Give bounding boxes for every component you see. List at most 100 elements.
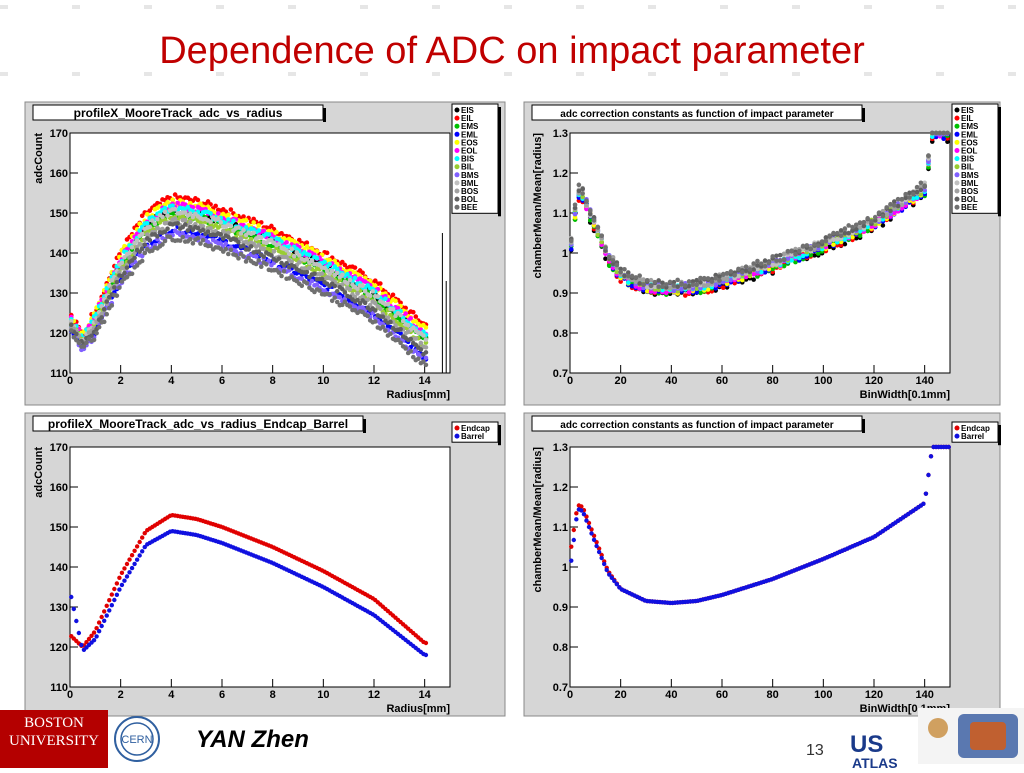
data-point-bee (781, 257, 787, 262)
x-tick-label: 40 (665, 375, 677, 387)
data-point-bos (271, 249, 277, 254)
data-point-bml (398, 312, 403, 318)
data-point-eil (258, 220, 264, 225)
data-point-bol (132, 255, 137, 261)
data-point-bol (580, 186, 585, 192)
data-point-bol (388, 319, 393, 325)
data-point-bee (869, 219, 874, 224)
data-point-bee (614, 262, 620, 268)
data-point-bee (766, 260, 772, 266)
data-point-eil (324, 250, 330, 256)
data-point-eos (188, 200, 193, 206)
y-axis-label: adcCount (33, 447, 45, 498)
x-tick-label: 14 (419, 375, 432, 387)
data-point-eos (243, 217, 249, 223)
data-point-eos (393, 298, 398, 304)
data-point-bee (223, 246, 229, 252)
data-point-barrel (589, 531, 594, 536)
data-point-bms (253, 254, 259, 259)
data-point-bos (641, 277, 646, 282)
data-point-endcap (112, 586, 117, 592)
data-point-bee (717, 278, 722, 283)
data-point-bos (378, 306, 383, 312)
data-point-bos (891, 206, 897, 211)
data-point-bee (899, 196, 905, 202)
y-tick-label: 160 (50, 482, 68, 494)
data-point-bee (857, 220, 863, 225)
data-point-bol (576, 188, 582, 194)
x-tick-label: 6 (219, 375, 225, 387)
data-point-bis (322, 259, 327, 265)
data-point-barrel (607, 572, 612, 577)
data-point-eos (644, 289, 650, 294)
data-point-bee (910, 191, 916, 197)
data-point-eos (766, 267, 772, 272)
data-point-bol (914, 189, 920, 195)
data-point-bee (423, 362, 429, 368)
data-point-ems (606, 263, 612, 269)
data-point-bee (610, 258, 616, 263)
data-point-bol (690, 279, 696, 284)
data-point-bol (372, 308, 378, 313)
data-point-bol (686, 283, 692, 289)
data-point-bil (614, 269, 620, 275)
data-point-bml (134, 238, 140, 243)
data-point-endcap (142, 531, 147, 536)
data-point-bos (200, 223, 206, 229)
legend-label: Endcap (961, 424, 990, 433)
data-point-eol (584, 206, 589, 212)
data-point-bee (876, 210, 882, 215)
data-point-bis (256, 228, 262, 233)
data-point-bml (215, 216, 221, 221)
data-point-bee (922, 183, 927, 188)
data-point-bee (846, 223, 851, 228)
data-point-barrel (569, 558, 574, 563)
legend-marker (454, 148, 460, 153)
x-axis-label: BinWidth[0.1mm] (860, 389, 951, 401)
data-point-bee (383, 328, 388, 333)
data-point-bol (68, 322, 74, 327)
data-point-bos (701, 283, 707, 288)
legend-marker (454, 131, 460, 137)
cern-logo-graphic: CERN (114, 716, 160, 762)
data-point-eos (423, 325, 429, 330)
legend-label: BML (961, 179, 978, 188)
chart-title: profileX_MooreTrack_adc_vs_radius (74, 106, 283, 120)
data-point-barrel (921, 501, 926, 507)
data-point-bee (853, 222, 859, 228)
x-axis-label: Radius[mm] (386, 703, 450, 715)
data-point-eos (226, 212, 231, 218)
data-point-eos (314, 248, 320, 254)
data-point-bee (365, 313, 370, 319)
data-point-eil (732, 280, 737, 286)
data-point-bee (648, 283, 654, 289)
data-point-barrel (594, 543, 599, 549)
data-point-bee (380, 324, 386, 330)
data-point-bol (823, 235, 829, 240)
data-point-bee (591, 218, 597, 223)
data-point-bee (747, 267, 753, 272)
data-point-bol (142, 242, 148, 247)
data-point-barrel (124, 574, 130, 579)
data-point-bml (119, 260, 125, 266)
legend-box (951, 103, 999, 214)
data-point-bos (633, 279, 639, 284)
data-point-bee (226, 251, 231, 257)
data-point-bil (694, 286, 699, 292)
data-point-bol (99, 315, 104, 320)
data-point-barrel (129, 565, 135, 571)
legend-shadow (498, 425, 501, 446)
data-point-bos (256, 242, 262, 248)
data-point-bee (698, 275, 703, 281)
data-point-bml (236, 225, 241, 230)
data-point-eil (682, 293, 688, 298)
data-point-bol (618, 266, 623, 272)
data-point-eil (378, 281, 383, 286)
data-point-bol (362, 300, 368, 306)
data-point-eos (304, 244, 310, 249)
data-point-endcap (129, 553, 135, 558)
data-point-bml (362, 288, 368, 294)
data-point-bml (160, 214, 165, 220)
data-point-bos (319, 271, 325, 276)
data-point-bol (907, 190, 912, 196)
